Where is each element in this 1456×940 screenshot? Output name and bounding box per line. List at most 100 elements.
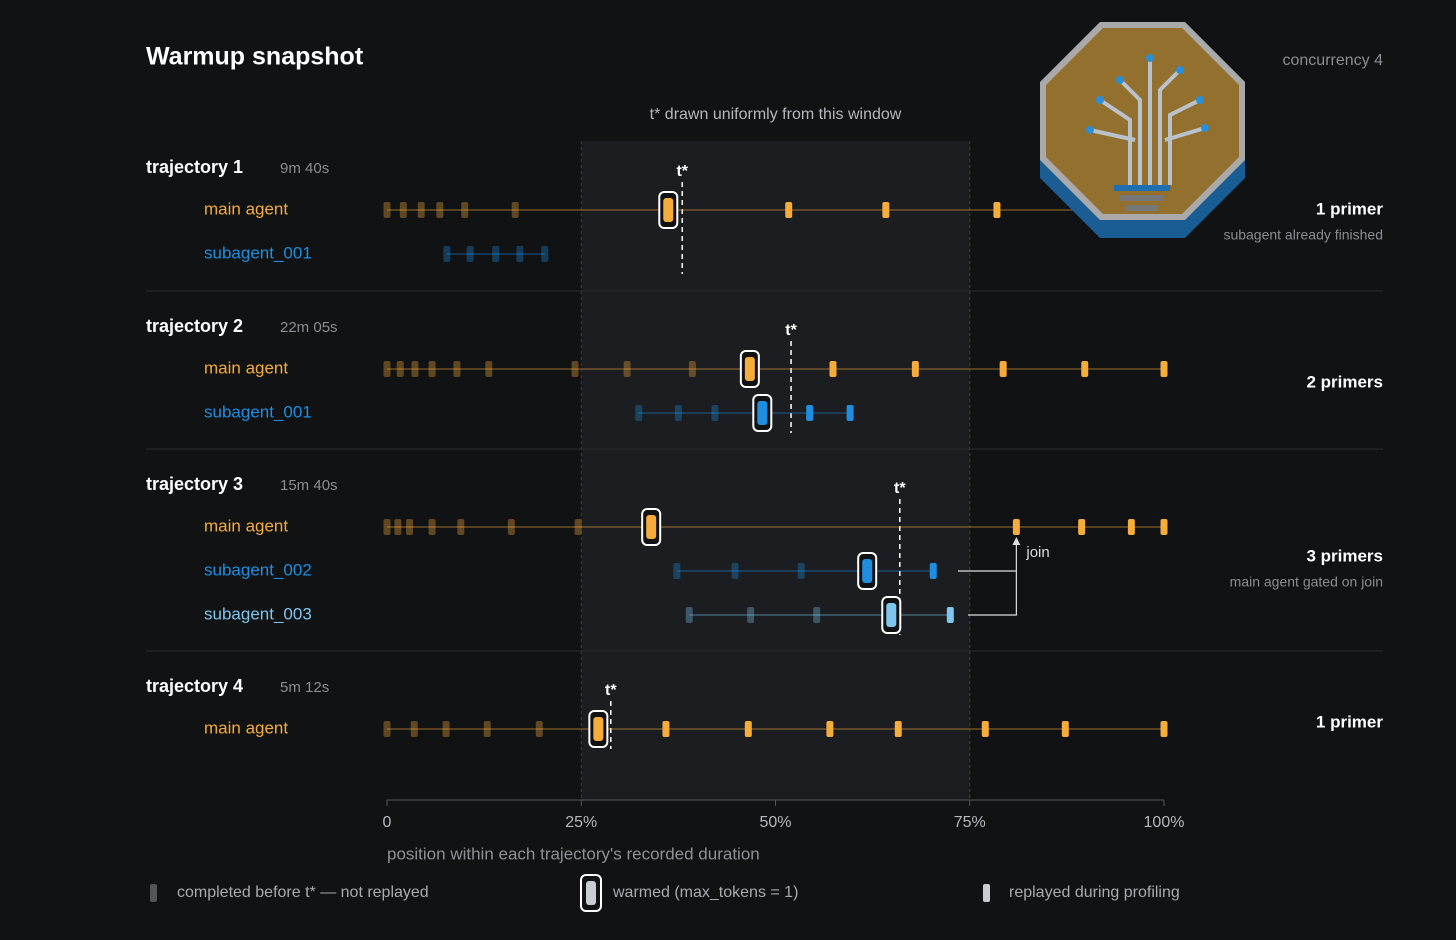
trajectory-name: trajectory 4 <box>146 676 243 696</box>
tstar-label: t* <box>785 322 797 339</box>
event-completed <box>511 202 519 218</box>
lane-name: main agent <box>204 199 288 218</box>
event-completed <box>574 519 582 535</box>
summary-detail: subagent already finished <box>1223 227 1383 243</box>
event-replayed <box>981 721 989 737</box>
event-warmed <box>886 603 897 627</box>
event-warmed <box>757 401 768 425</box>
event-completed <box>813 607 821 623</box>
duration: 15m 40s <box>280 477 338 494</box>
event-completed <box>399 202 407 218</box>
summary: 3 primers <box>1306 546 1383 565</box>
event-completed <box>711 405 719 421</box>
event-completed <box>383 721 391 737</box>
window <box>581 141 970 800</box>
event-completed <box>383 361 391 377</box>
event-replayed <box>1160 519 1168 535</box>
lane-name: main agent <box>204 516 288 535</box>
event-completed <box>483 721 491 737</box>
event-completed <box>731 563 739 579</box>
trajectory-name: trajectory 2 <box>146 316 243 336</box>
event-completed <box>410 721 418 737</box>
event-replayed <box>911 361 919 377</box>
event-completed <box>492 246 500 262</box>
legend-icon <box>586 881 596 905</box>
legend-label: warmed (max_tokens = 1) <box>612 884 798 901</box>
tstar-label: t* <box>676 163 688 180</box>
summary: 1 primer <box>1316 199 1383 218</box>
event-replayed <box>1160 361 1168 377</box>
event-warmed <box>862 559 873 583</box>
event-completed <box>394 519 402 535</box>
duration: 22m 05s <box>280 319 338 336</box>
event-replayed <box>1127 519 1135 535</box>
event-completed <box>383 519 391 535</box>
event-replayed <box>826 721 834 737</box>
event-completed <box>571 361 579 377</box>
window-label: t* drawn uniformly from this window <box>650 106 902 123</box>
lane-name: subagent_001 <box>204 402 312 421</box>
event-replayed <box>744 721 752 737</box>
event-warmed <box>663 198 674 222</box>
event-warmed <box>593 717 604 741</box>
duration: 9m 40s <box>280 160 329 177</box>
event-completed <box>535 721 543 737</box>
x-axis-label: position within each trajectory's record… <box>387 844 760 863</box>
event-replayed <box>894 721 902 737</box>
event-completed <box>411 361 419 377</box>
event-completed <box>457 519 465 535</box>
lane-name: subagent_003 <box>204 604 312 623</box>
event-replayed <box>1012 519 1020 535</box>
event-replayed <box>785 202 793 218</box>
logo <box>1040 22 1245 238</box>
event-completed <box>396 361 404 377</box>
event-replayed <box>946 607 954 623</box>
event-completed <box>541 246 549 262</box>
event-completed <box>417 202 425 218</box>
event-warmed <box>744 357 755 381</box>
event-completed <box>674 405 682 421</box>
lane-name: main agent <box>204 358 288 377</box>
x-tick-label: 75% <box>954 814 986 831</box>
event-completed <box>453 361 461 377</box>
event-completed <box>461 202 469 218</box>
summary: 2 primers <box>1306 372 1383 391</box>
event-completed <box>507 519 515 535</box>
event-replayed <box>1160 721 1168 737</box>
event-completed <box>673 563 681 579</box>
lane-name: subagent_001 <box>204 243 312 262</box>
trajectory-name: trajectory 1 <box>146 157 243 177</box>
event-replayed <box>829 361 837 377</box>
event-replayed <box>882 202 890 218</box>
event-replayed <box>1061 721 1069 737</box>
join-label: join <box>1025 544 1049 561</box>
event-completed <box>428 361 436 377</box>
legend-icon <box>983 884 990 902</box>
x-tick-label: 100% <box>1144 814 1185 831</box>
event-completed <box>516 246 524 262</box>
join-arrowhead <box>1012 537 1021 545</box>
chart-title: Warmup snapshot <box>146 43 364 71</box>
event-completed <box>797 563 805 579</box>
x-tick-label: 25% <box>565 814 597 831</box>
duration: 5m 12s <box>280 679 329 696</box>
legend-label: completed before t* — not replayed <box>177 884 429 901</box>
join-arrow <box>958 539 1017 616</box>
event-replayed <box>1078 519 1086 535</box>
note: concurrency 4 <box>1283 52 1384 69</box>
x-tick-label: 50% <box>759 814 791 831</box>
event-completed <box>436 202 444 218</box>
event-completed <box>406 519 414 535</box>
event-completed <box>466 246 474 262</box>
event-completed <box>623 361 631 377</box>
event-warmed <box>646 515 657 539</box>
legend-label: replayed during profiling <box>1009 884 1180 901</box>
event-replayed <box>846 405 854 421</box>
lane-name: main agent <box>204 718 288 737</box>
tstar-label: t* <box>894 480 906 497</box>
event-completed <box>485 361 493 377</box>
event-completed <box>688 361 696 377</box>
event-completed <box>635 405 643 421</box>
event-completed <box>428 519 436 535</box>
